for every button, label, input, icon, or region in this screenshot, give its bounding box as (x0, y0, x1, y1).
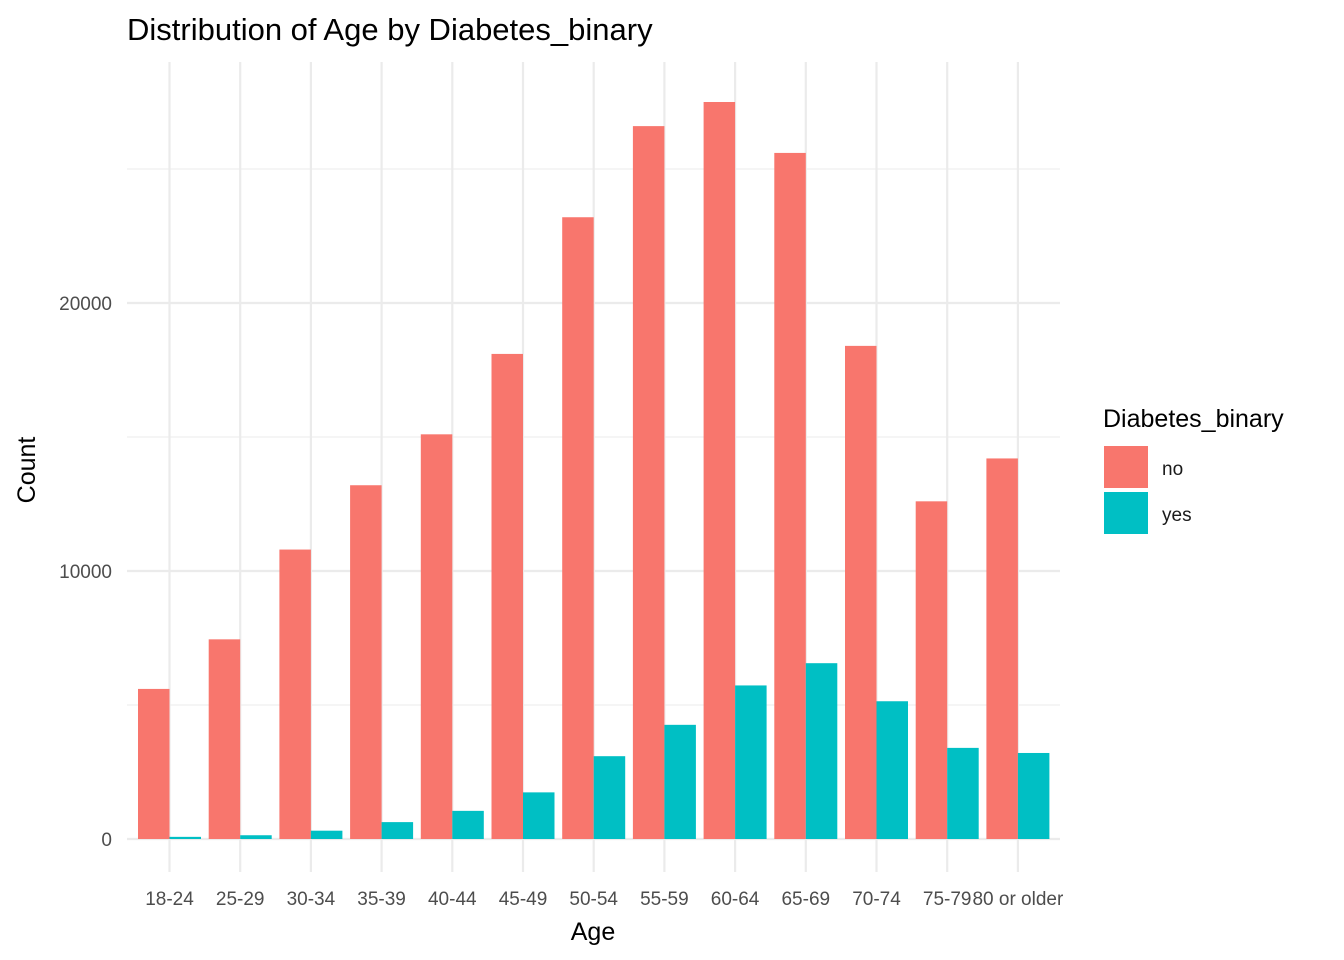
bar-no (632, 126, 665, 840)
bar-yes (381, 822, 414, 839)
y-tick-label: 0 (101, 830, 112, 851)
bar-no (562, 217, 594, 840)
bar-no (208, 639, 241, 839)
y-tick-label: 10000 (59, 562, 112, 583)
x-tick-label: 75-79 (923, 889, 972, 910)
bar-yes (240, 835, 272, 839)
bar-yes (169, 836, 201, 839)
legend-title: Diabetes_binary (1103, 405, 1284, 433)
bar-yes (523, 792, 555, 839)
legend-label-yes: yes (1162, 505, 1192, 526)
bar-no (420, 434, 453, 839)
bar-no (138, 688, 170, 839)
bar-no (845, 345, 877, 839)
legend: Diabetes_binary no yes (1103, 405, 1284, 534)
bars (138, 102, 1050, 840)
x-tick-label: 40-44 (428, 889, 477, 910)
bar-no (350, 485, 382, 839)
y-tick-label: 20000 (59, 294, 112, 315)
bar-no (986, 458, 1018, 839)
y-axis-ticks: 0 10000 20000 (59, 294, 112, 851)
x-tick-label: 55-59 (640, 889, 689, 910)
bar-yes (593, 756, 626, 839)
bar-no (491, 353, 523, 839)
x-tick-label: 30-34 (287, 889, 336, 910)
x-tick-label: 45-49 (499, 889, 548, 910)
x-tick-label: 65-69 (781, 889, 830, 910)
x-tick-label: 60-64 (711, 889, 760, 910)
x-tick-label: 80 or older (972, 889, 1064, 910)
x-tick-label: 70-74 (852, 889, 901, 910)
bar-yes (947, 747, 979, 839)
bar-yes (876, 701, 908, 839)
chart-title: Distribution of Age by Diabetes_binary (127, 12, 653, 47)
x-tick-label: 50-54 (569, 889, 618, 910)
bar-yes (735, 685, 767, 839)
legend-label-no: no (1162, 459, 1183, 480)
bar-yes (452, 810, 484, 839)
bar-no (774, 152, 806, 840)
bar-no (703, 102, 736, 839)
x-axis-ticks: 18-24 25-29 30-34 35-39 40-44 45-49 50-54 55-59… (145, 889, 1064, 910)
x-tick-label: 18-24 (145, 889, 194, 910)
x-tick-label: 25-29 (216, 889, 265, 910)
legend-key-no (1104, 446, 1148, 488)
x-axis-title: Age (571, 918, 615, 946)
y-axis-title: Count (13, 437, 41, 504)
bar-yes (310, 830, 343, 839)
bar-yes (664, 724, 696, 839)
legend-key-yes (1104, 492, 1148, 534)
bar-no (915, 501, 948, 839)
bar-no (279, 549, 311, 839)
x-tick-label: 35-39 (357, 889, 406, 910)
bar-yes (1017, 752, 1050, 839)
bar-yes (805, 663, 838, 839)
